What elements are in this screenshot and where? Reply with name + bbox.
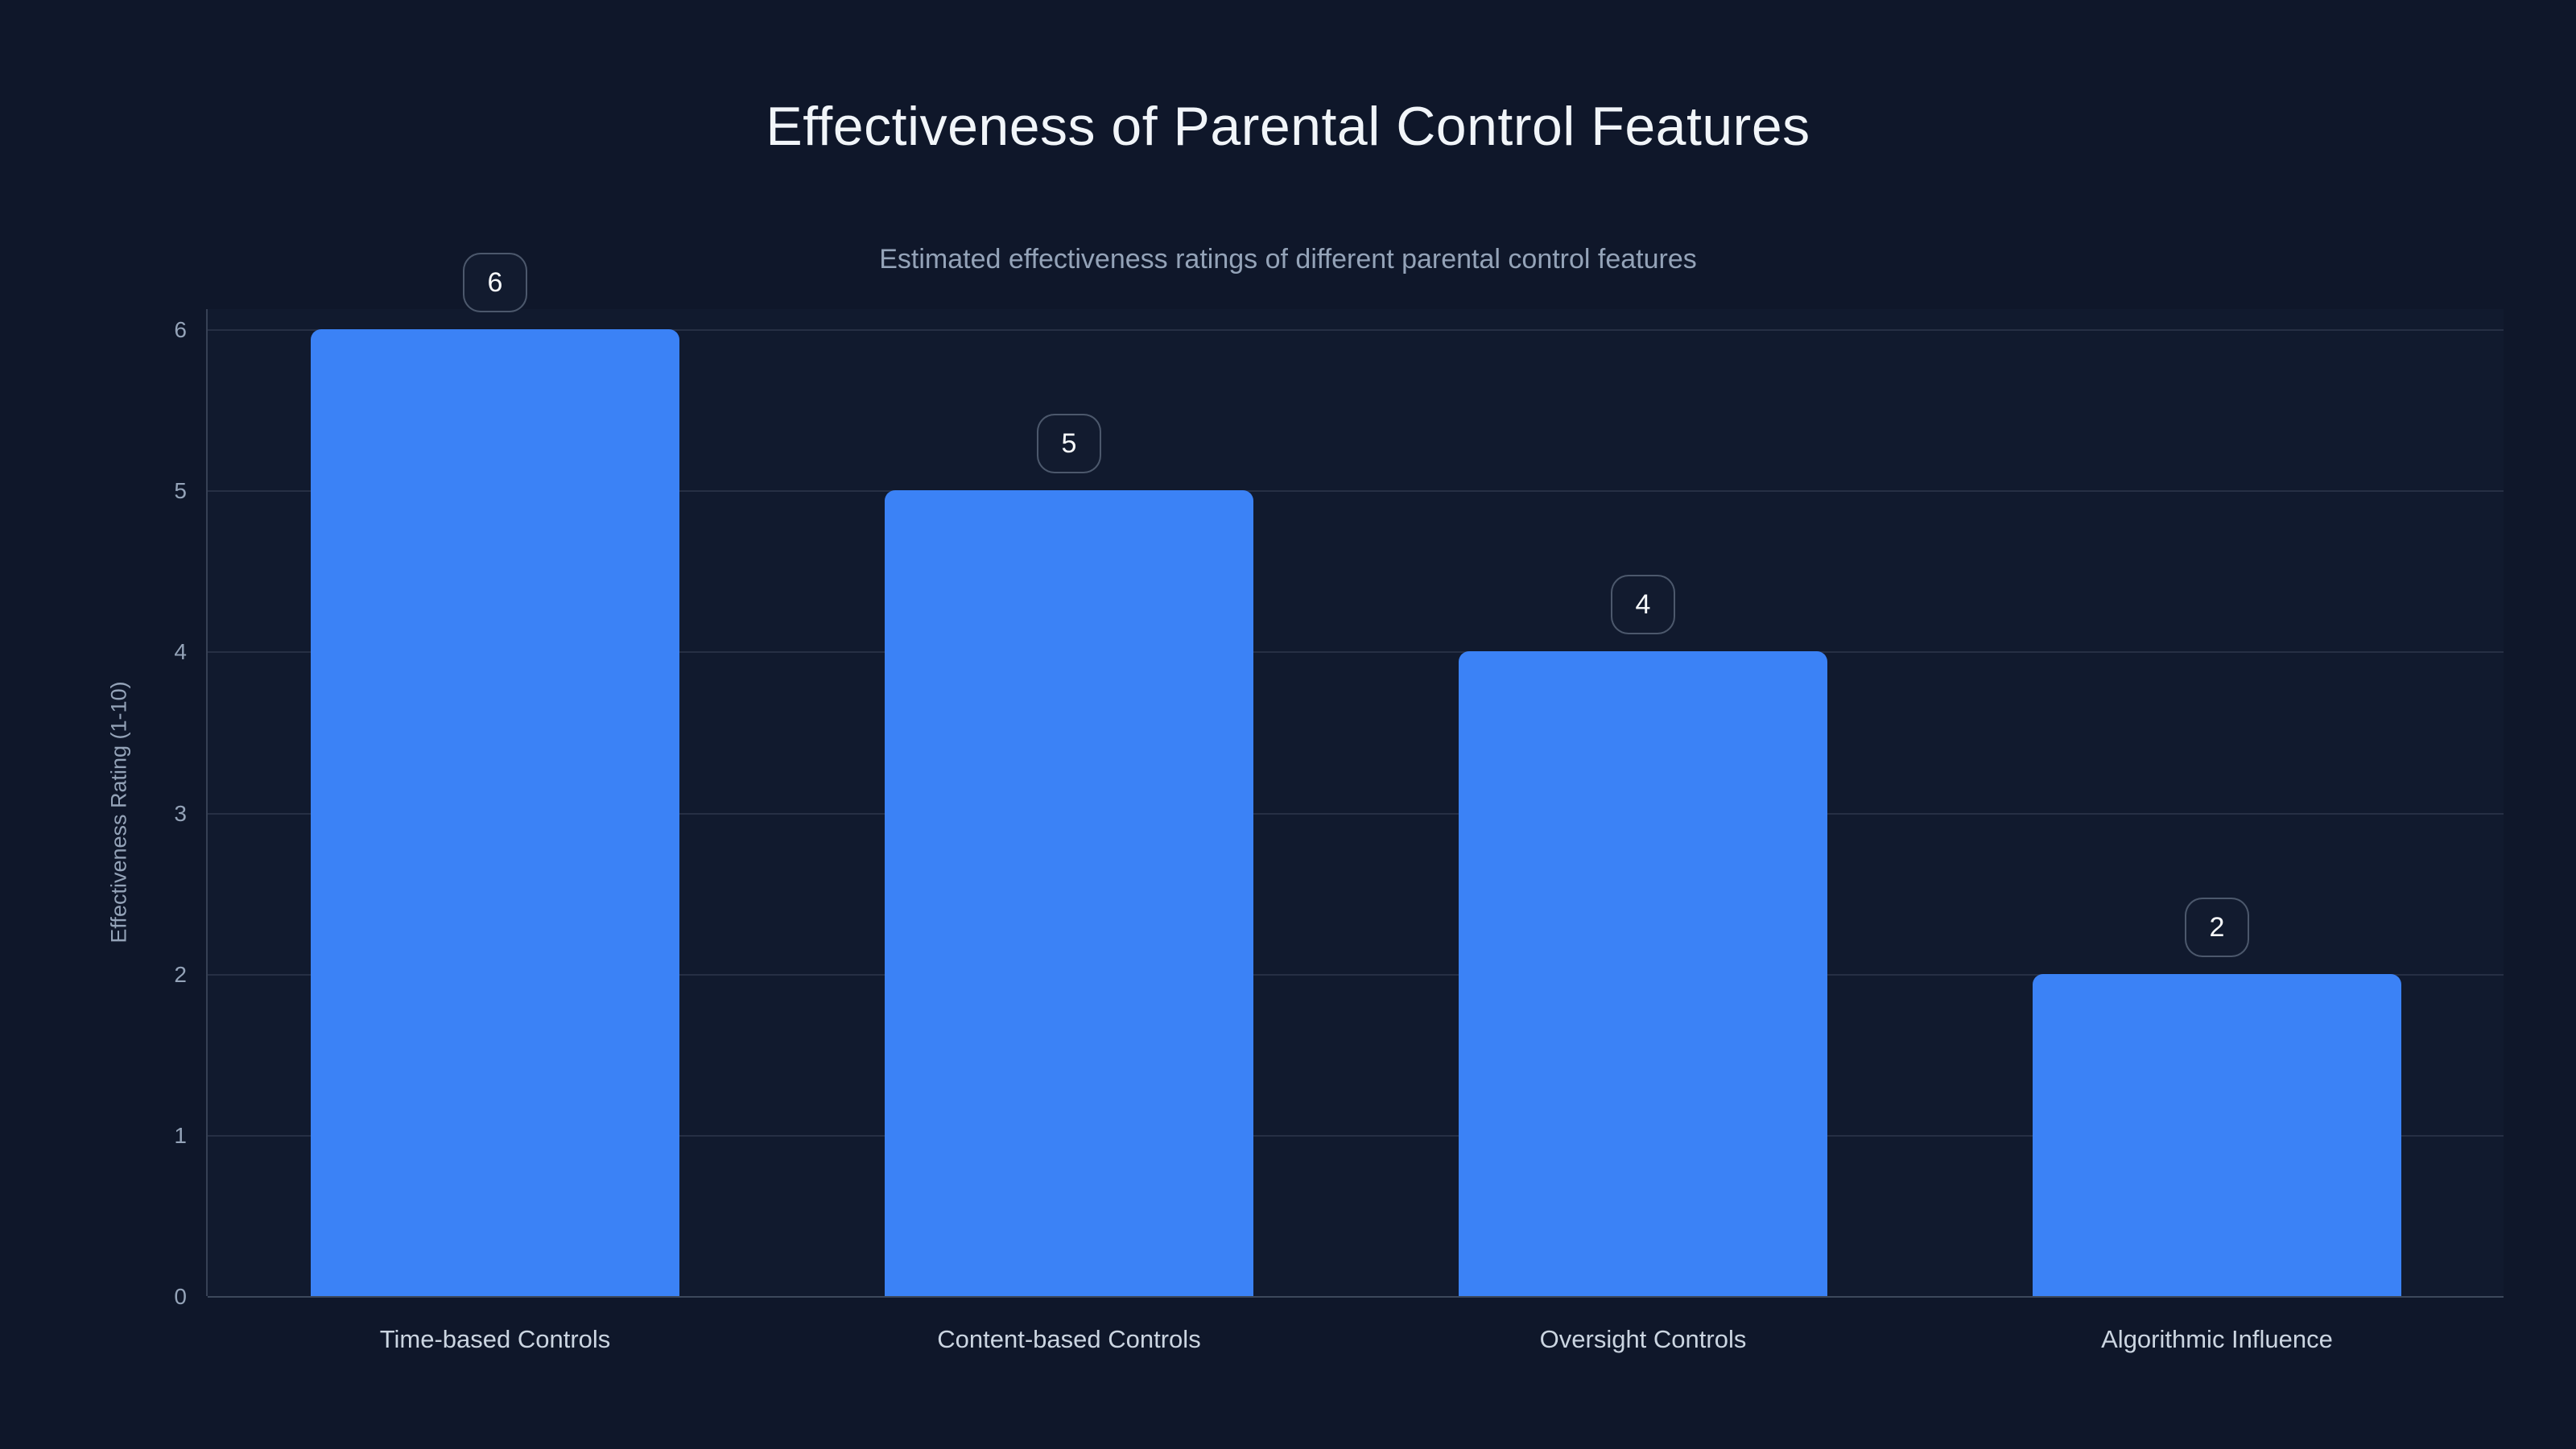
bar-algorithmic-influence — [2033, 974, 2401, 1296]
y-tick-label: 4 — [174, 639, 187, 664]
y-tick-label: 0 — [174, 1284, 187, 1309]
y-tick-label: 1 — [174, 1123, 187, 1148]
gridline — [208, 329, 2504, 331]
bar-oversight-controls — [1459, 651, 1827, 1296]
y-axis-line — [206, 309, 208, 1296]
gridline — [208, 651, 2504, 653]
y-tick-label: 6 — [174, 317, 187, 342]
bar-time-based-controls — [311, 329, 679, 1296]
chart-subtitle: Estimated effectiveness ratings of diffe… — [879, 244, 1697, 275]
x-axis-label-content-based-controls: Content-based Controls — [937, 1325, 1201, 1353]
y-tick-label: 2 — [174, 962, 187, 987]
gridline — [208, 490, 2504, 492]
value-badge-algorithmic-influence: 2 — [2185, 898, 2249, 957]
bar-content-based-controls — [885, 490, 1253, 1296]
x-axis-line — [208, 1296, 2504, 1298]
x-axis-label-algorithmic-influence: Algorithmic Influence — [2101, 1325, 2333, 1353]
x-axis-label-oversight-controls: Oversight Controls — [1539, 1325, 1747, 1353]
value-badge-content-based-controls: 5 — [1037, 414, 1101, 473]
value-badge-oversight-controls: 4 — [1611, 575, 1675, 634]
gridline — [208, 813, 2504, 815]
chart-title: Effectiveness of Parental Control Featur… — [766, 96, 1810, 157]
x-axis-label-time-based-controls: Time-based Controls — [379, 1325, 611, 1353]
y-tick-label: 5 — [174, 478, 187, 503]
gridline — [208, 974, 2504, 976]
y-tick-label: 3 — [174, 801, 187, 826]
value-badge-time-based-controls: 6 — [463, 253, 527, 312]
gridline — [208, 1135, 2504, 1137]
